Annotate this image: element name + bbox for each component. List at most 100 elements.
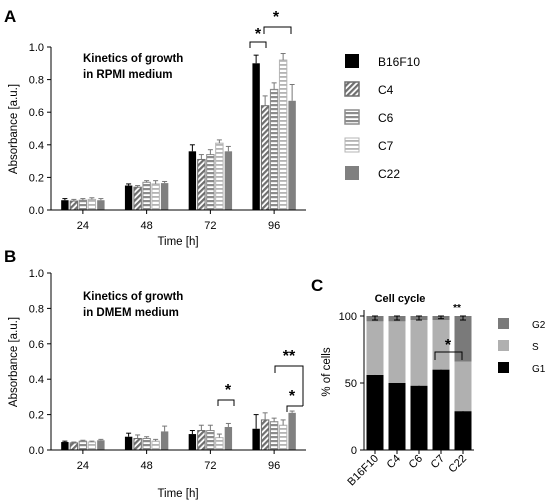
a-bar <box>97 200 105 210</box>
panel-b-significance: * ** * <box>217 348 304 412</box>
b-xtick-label: 72 <box>204 460 216 472</box>
panel-b-xticks: 24 48 72 96 <box>77 450 280 472</box>
panel-label-a: A <box>4 7 16 26</box>
panel-c-chart: Cell cycle 0 50 100 B16F10 C4 C6 C7 C22 % of c… <box>321 293 546 488</box>
b-ytick-label: 0.4 <box>29 374 44 386</box>
c-xtick-label: C22 <box>446 453 469 476</box>
panel-c-yticks: 0 50 100 <box>339 311 364 457</box>
b-ytick-label: 1.0 <box>29 268 44 280</box>
legend-item-c22: C22 <box>345 166 400 181</box>
panel-c-legend-g1: G1 <box>498 362 546 375</box>
svg-text:C6: C6 <box>378 111 394 125</box>
a-bar <box>215 142 224 211</box>
c-bar-s <box>366 321 384 375</box>
a-bar <box>78 199 88 211</box>
panel-b-star-96h-double: ** <box>283 348 296 365</box>
panel-b-marks <box>61 410 296 451</box>
a-xtick-label: 48 <box>141 220 153 232</box>
panel-c-xticks: B16F10 C4 C6 C7 C22 <box>345 450 469 488</box>
b-bar <box>224 426 233 450</box>
c-bar-g1 <box>410 385 428 450</box>
svg-text:G2: G2 <box>532 320 546 331</box>
c-bar-g1 <box>432 369 450 450</box>
a-bar <box>288 100 296 210</box>
b-bar <box>160 431 169 450</box>
b-bar <box>252 428 260 450</box>
panel-b-xlabel: Time [h] <box>157 488 198 500</box>
panel-label-b: B <box>4 247 16 266</box>
svg-text:C4: C4 <box>378 83 394 97</box>
b-xtick-label: 48 <box>141 460 153 472</box>
panel-b-star-96h: * <box>289 388 296 405</box>
a-ytick-label: 1.0 <box>29 42 44 54</box>
a-bar <box>124 185 133 210</box>
panel-a-annotation-line2: in RPMI medium <box>83 69 172 81</box>
panel-c-star-c22-g1: * <box>455 422 459 433</box>
panel-c-ylabel: % of cells <box>321 347 333 396</box>
b-bar <box>133 437 142 451</box>
a-ytick-label: 0.0 <box>29 205 44 217</box>
panel-b-chart: 0.0 0.2 0.4 0.6 0.8 1.0 24 48 72 96 Absorbance [… <box>8 268 306 500</box>
b-bar <box>124 436 133 450</box>
legend-item-b16f10: B16F10 <box>345 54 420 69</box>
b-bar <box>151 440 160 451</box>
a-xtick-label: 96 <box>268 220 280 232</box>
a-xtick-label: 24 <box>77 220 89 232</box>
a-bar <box>133 186 142 211</box>
b-ytick-label: 0.2 <box>29 410 44 422</box>
a-ytick-label: 0.2 <box>29 172 44 184</box>
svg-text:S: S <box>532 342 539 353</box>
panel-a-ylabel: Absorbance [a.u.] <box>8 84 20 174</box>
b-bar <box>87 441 97 451</box>
b-ytick-label: 0.6 <box>29 339 44 351</box>
panel-a-star-2: * <box>273 9 280 26</box>
c-bar-g2 <box>454 316 472 362</box>
b-bar <box>269 421 279 451</box>
b-bar <box>69 442 79 451</box>
a-bar <box>224 151 233 210</box>
panel-b-star-72h: * <box>225 382 232 399</box>
b-bar <box>278 424 288 451</box>
b-bar <box>206 430 215 451</box>
c-ytick-label: 100 <box>339 311 357 323</box>
panel-c-legend: G2 S G1 <box>498 318 546 375</box>
a-bar <box>142 181 151 211</box>
a-ytick-label: 0.6 <box>29 107 44 119</box>
a-bar <box>269 88 279 211</box>
legend-item-c4: C4 <box>344 81 394 97</box>
b-bar <box>142 437 151 451</box>
a-bar <box>188 151 197 210</box>
c-ytick-label: 0 <box>351 445 357 457</box>
legend: B16F10 C4 C6 C7 C22 <box>344 54 420 181</box>
panel-b-annotation-line2: in DMEM medium <box>83 307 179 319</box>
a-ytick-label: 0.4 <box>29 140 44 152</box>
panel-c-significance: * ** * <box>434 303 463 433</box>
b-bar <box>260 419 270 451</box>
c-bar-g1 <box>454 411 472 450</box>
c-xtick-label: B16F10 <box>345 453 381 489</box>
c-bar-g1 <box>388 383 406 450</box>
b-ytick-label: 0.0 <box>29 445 44 457</box>
a-bar <box>252 63 260 210</box>
c-xtick-label: C7 <box>429 453 447 471</box>
b-xtick-label: 96 <box>268 460 280 472</box>
a-bar <box>260 105 270 211</box>
panel-c-legend-g2: G2 <box>498 318 546 331</box>
a-bar <box>87 198 97 211</box>
svg-text:B16F10: B16F10 <box>378 55 420 69</box>
panel-a-chart: 0.0 0.2 0.4 0.6 0.8 1.0 24 48 72 96 Absorbance [… <box>8 9 306 248</box>
b-ytick-label: 0.8 <box>29 303 44 315</box>
c-bar-s <box>432 320 450 370</box>
panel-a-yticks: 0.0 0.2 0.4 0.6 0.8 1.0 <box>29 42 51 217</box>
b-bar <box>197 430 206 451</box>
panel-a-significance: * * <box>249 9 292 48</box>
c-ytick-label: 50 <box>345 378 357 390</box>
a-bar <box>278 59 288 211</box>
panel-a-annotation-line1: Kinetics of growth <box>83 53 183 65</box>
panel-c-legend-s: S <box>498 340 539 353</box>
svg-text:G1: G1 <box>532 364 546 375</box>
b-xtick-label: 24 <box>77 460 89 472</box>
c-bar-g1 <box>366 374 384 450</box>
b-bar <box>78 440 88 451</box>
